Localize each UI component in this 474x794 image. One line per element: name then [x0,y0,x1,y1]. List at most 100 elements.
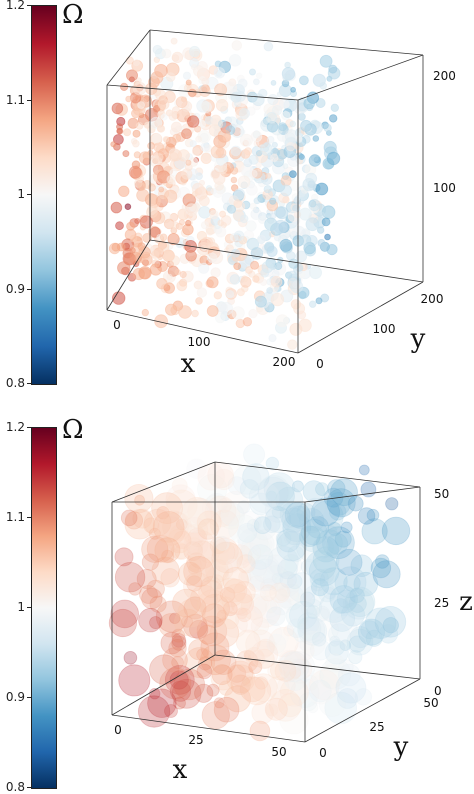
y-tick-label: 50 [423,696,438,710]
volume-blob [319,82,328,90]
volume-blob [326,244,338,256]
volume-blob [282,73,291,82]
volume-blob [271,572,284,585]
volume-blob [257,476,289,509]
volume-blob [347,495,364,512]
volume-blob [297,310,307,320]
volume-blob [194,125,202,133]
volume-blob [256,72,263,79]
volume-blob [239,676,266,703]
volume-blob [206,305,219,317]
volume-blob [296,135,303,142]
volume-blob [314,605,331,622]
cube-edge [297,54,424,101]
volume-blob [317,540,330,554]
volume-blob [156,506,170,520]
volume-blob [259,142,273,156]
volume-blob [238,570,252,584]
volume-blob [308,555,340,587]
cube-edge [304,486,421,503]
volume-blob [111,102,124,115]
cube-edges [111,461,421,743]
volume-blob [169,670,189,690]
volume-blob [256,638,275,657]
volume-blob [228,53,242,67]
volume-blob [280,667,297,683]
volume-blob [187,527,208,548]
volume-blob [209,250,224,265]
volume-blob [315,529,343,557]
volume-blob [185,159,192,166]
x-tick-label: 0 [113,318,121,332]
volume-blob [235,650,259,673]
volume-blob [178,500,212,533]
volume-blob [221,490,250,519]
volume-blob [249,202,257,210]
volume-blob [248,673,278,703]
volume-blob [318,689,347,717]
x-tick-label: 200 [273,355,296,369]
volume-blob [266,490,278,502]
volume-blob [189,558,202,571]
volume-blob [284,129,298,143]
volume-blob [263,185,272,194]
volume-blob [234,551,249,566]
volume-blob [223,685,251,713]
volume-blob [253,197,261,205]
volume-blob [164,704,178,718]
volume-blob [294,640,315,661]
volume-blob [307,701,319,714]
volume-blob [185,193,192,200]
volume-blob [132,139,140,148]
volume-blob [245,629,276,660]
volume-blob [225,558,240,574]
volume-blob [154,314,169,329]
volume-blob [253,587,284,618]
cube-edge [149,239,424,283]
volume-blob [162,136,170,143]
volume-blob [298,75,309,86]
volume-blob [181,615,194,628]
volume-blob [269,197,277,205]
volume-blob [264,554,286,576]
volume-blob [209,509,239,539]
volume-blob [250,260,260,270]
volume-blob [142,232,153,243]
volume-blob [305,675,336,705]
volume-blob [239,133,253,147]
colorbar-tick [27,517,31,518]
volume-blob [160,631,184,655]
volume-blob [289,666,302,679]
volume-blob [219,301,234,316]
volume-blob [289,279,304,294]
volume-blob [288,505,313,530]
volume-blob [161,549,175,563]
volume-blob [156,516,186,546]
volume-blob [300,119,313,132]
colorbar-tick [27,99,31,101]
x-axis-label: x [181,349,196,379]
volume-blob [175,96,188,109]
volume-blob [213,696,240,723]
volume-blob [185,537,204,556]
volume-blob [286,141,296,152]
volume-blob [315,98,326,109]
volume-blob [214,226,227,238]
volume-blob [151,133,162,144]
volume-blob [268,333,277,343]
volume-blob [210,267,221,278]
volume-blob [248,595,281,628]
volume-blob [299,525,327,553]
volume-blob [114,561,146,593]
volume-blob [270,153,279,162]
volume-blob [266,287,274,294]
volume-blob [196,615,228,647]
z-axis-label: z [459,587,473,617]
volume-blob [138,695,171,728]
volume-blob [249,558,282,592]
volume-blob [302,480,325,503]
x-tick-label: 50 [271,745,286,759]
volume-blob [184,219,192,227]
colorbar-tick [27,194,31,195]
volume-blob [189,584,218,613]
